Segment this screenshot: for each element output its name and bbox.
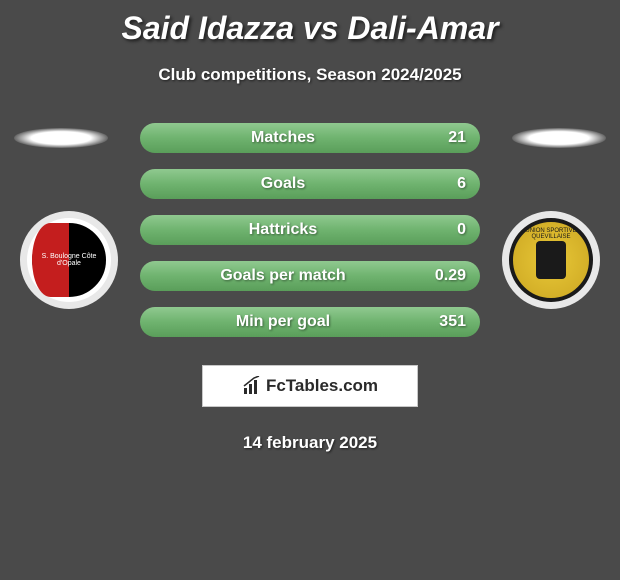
page-title: Said Idazza vs Dali-Amar <box>0 0 620 47</box>
stat-value: 0 <box>426 221 466 239</box>
stat-label: Goals per match <box>140 267 426 285</box>
chart-icon <box>242 376 262 396</box>
stat-row-goals-per-match: Goals per match 0.29 <box>140 261 480 291</box>
date-line: 14 february 2025 <box>0 433 620 453</box>
stat-value: 6 <box>426 175 466 193</box>
stat-row-hattricks: Hattricks 0 <box>140 215 480 245</box>
club-crest-right-text: UNION SPORTIVE QUEVILLAISE <box>513 228 589 240</box>
brand-text: FcTables.com <box>266 376 378 396</box>
stat-row-min-per-goal: Min per goal 351 <box>140 307 480 337</box>
club-logo-right: UNION SPORTIVE QUEVILLAISE <box>502 211 600 309</box>
club-logo-left: S. Boulogne Côte d'Opale <box>20 211 118 309</box>
stat-row-matches: Matches 21 <box>140 123 480 153</box>
stat-label: Hattricks <box>140 221 426 239</box>
stat-label: Goals <box>140 175 426 193</box>
stat-row-goals: Goals 6 <box>140 169 480 199</box>
highlight-left <box>14 128 108 148</box>
stat-label: Min per goal <box>140 313 426 331</box>
subtitle: Club competitions, Season 2024/2025 <box>0 65 620 85</box>
club-crest-left-text: S. Boulogne Côte d'Opale <box>32 253 106 267</box>
club-crest-right: UNION SPORTIVE QUEVILLAISE <box>509 218 593 302</box>
club-crest-left: S. Boulogne Côte d'Opale <box>27 218 111 302</box>
stat-value: 0.29 <box>426 267 466 285</box>
brand-box: FcTables.com <box>202 365 418 407</box>
stat-value: 351 <box>426 313 466 331</box>
highlight-right <box>512 128 606 148</box>
stat-label: Matches <box>140 129 426 147</box>
stats-section: S. Boulogne Côte d'Opale UNION SPORTIVE … <box>0 123 620 337</box>
stat-value: 21 <box>426 129 466 147</box>
stat-rows: Matches 21 Goals 6 Hattricks 0 Goals per… <box>140 123 480 337</box>
